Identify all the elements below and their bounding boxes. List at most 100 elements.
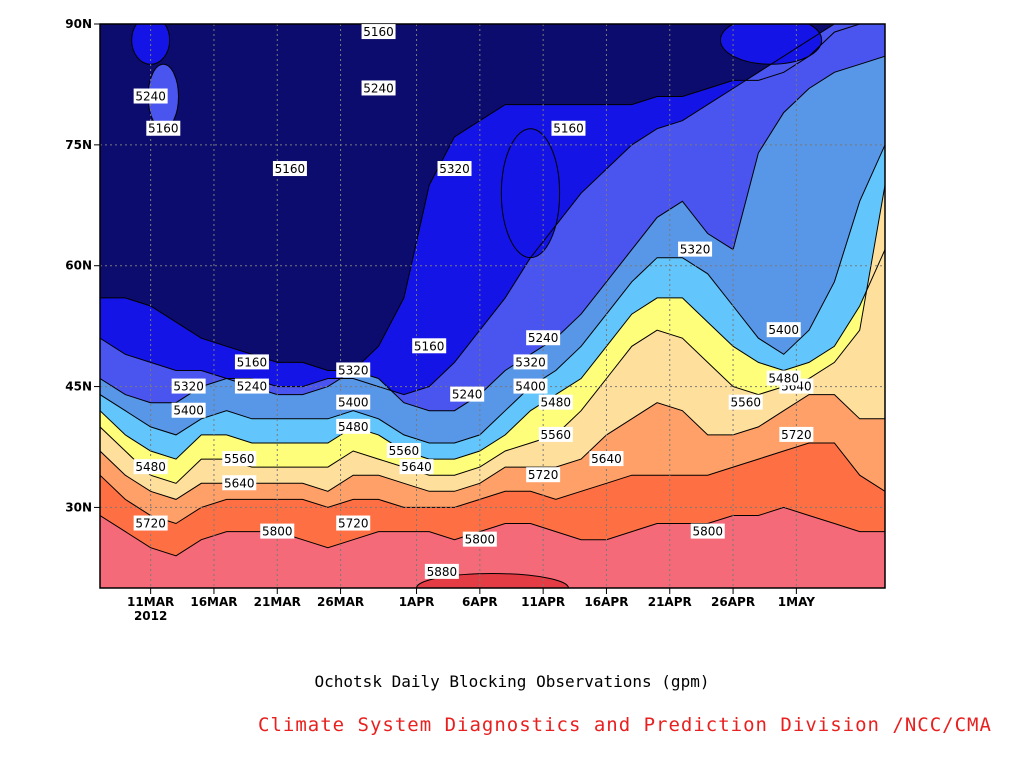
contour-label-text: 5160 — [363, 25, 394, 39]
contour-label-bg — [424, 563, 459, 579]
contour-label: 5560 — [538, 426, 573, 442]
contour-label: 5880 — [424, 563, 459, 579]
contour-label-text: 5480 — [541, 396, 572, 410]
contour-5320 — [100, 55, 885, 412]
x-tick-label: 26MAR — [317, 595, 364, 609]
contour-label-bg — [766, 322, 801, 338]
contour-label-text: 5320 — [680, 243, 711, 257]
contour-label-text: 5640 — [224, 476, 255, 490]
x-tick-label: 21APR — [648, 595, 692, 609]
contour-label: 5400 — [513, 378, 548, 394]
contour-label: 5640 — [589, 451, 624, 467]
contour-label: 5480 — [538, 394, 573, 410]
contour-label-text: 5560 — [541, 428, 572, 442]
patch-5160 — [719, 24, 823, 65]
contour-5240 — [100, 24, 885, 396]
contour-label-bg — [361, 24, 396, 40]
contour-label-bg — [336, 394, 371, 410]
contour-label-text: 5880 — [427, 565, 458, 579]
contour-label-bg — [450, 386, 485, 402]
contour-label: 5160 — [234, 354, 269, 370]
contour-5480 — [100, 249, 885, 460]
band-5800 — [100, 507, 885, 588]
contour-label: 5720 — [133, 515, 168, 531]
contour-label-text: 5640 — [401, 460, 432, 474]
contour-label: 5720 — [526, 467, 561, 483]
contour-label-text: 5320 — [173, 380, 204, 394]
contour-label: 5240 — [133, 88, 168, 104]
y-tick-label: 75N — [65, 138, 92, 152]
x-tick-label: 11MAR — [127, 595, 174, 609]
contour-label: 5320 — [513, 354, 548, 370]
contour-label-bg — [133, 88, 168, 104]
contour-5160 — [100, 24, 885, 371]
x-tick-year: 2012 — [134, 609, 167, 623]
contour-label: 5320 — [171, 378, 206, 394]
contour-label: 5160 — [272, 161, 307, 177]
contour-fills — [100, 24, 885, 588]
contour-label-bg — [222, 451, 257, 467]
contour-label: 5400 — [171, 402, 206, 418]
contour-label-text: 5160 — [237, 355, 268, 369]
contour-label-bg — [146, 120, 181, 136]
contour-label-text: 5560 — [389, 444, 420, 458]
x-tick-label: 1APR — [399, 595, 435, 609]
contour-label-bg — [336, 418, 371, 434]
contour-label-bg — [272, 161, 307, 177]
contour-label-bg — [513, 354, 548, 370]
x-tick-label: 11APR — [521, 595, 565, 609]
contour-label: 5800 — [462, 531, 497, 547]
contour-label-bg — [399, 459, 434, 475]
contour-label-bg — [462, 531, 497, 547]
contour-label-bg — [526, 330, 561, 346]
contour-label-text: 5320 — [439, 162, 470, 176]
contour-label-text: 5400 — [768, 323, 799, 337]
contour-label: 5400 — [336, 394, 371, 410]
contour-label-text: 5240 — [452, 388, 483, 402]
contour-label-text: 5160 — [414, 339, 445, 353]
contour-label: 5160 — [412, 338, 447, 354]
contour-label-text: 5400 — [338, 396, 369, 410]
contour-labels: 5240 5160 5160 5240 5160 5320 5160 5320 5400 5240… — [133, 24, 814, 579]
contour-label-bg — [589, 451, 624, 467]
contour-label-bg — [386, 443, 421, 459]
contour-label-text: 5240 — [237, 380, 268, 394]
contour-label: 5240 — [526, 330, 561, 346]
contour-label: 5240 — [361, 80, 396, 96]
contour-label-text: 5480 — [768, 372, 799, 386]
chart-title: Ochotsk Daily Blocking Observations (gpm… — [314, 672, 710, 691]
contour-label: 5480 — [133, 459, 168, 475]
x-tick-label: 21MAR — [254, 595, 301, 609]
contour-label-bg — [361, 80, 396, 96]
contour-label: 5720 — [779, 426, 814, 442]
contour-label-text: 5800 — [262, 525, 293, 539]
contour-label-text: 5800 — [692, 525, 723, 539]
contour-label: 5160 — [361, 24, 396, 40]
plot-frame — [99, 23, 886, 589]
contour-label-bg — [412, 338, 447, 354]
contour-label: 5240 — [234, 378, 269, 394]
contour-label-bg — [171, 378, 206, 394]
x-tick-label: 1MAY — [778, 595, 815, 609]
contour-label-text: 5480 — [135, 460, 166, 474]
contour-label-bg — [133, 459, 168, 475]
x-tick-label: 6APR — [462, 595, 498, 609]
contour-label-bg — [690, 523, 725, 539]
y-tick-label: 30N — [65, 500, 92, 514]
contour-label-text: 5800 — [465, 533, 496, 547]
contour-5400 — [100, 144, 885, 444]
contour-label-text: 5160 — [275, 162, 306, 176]
contour-label-bg — [260, 523, 295, 539]
contour-label: 5640 — [222, 475, 257, 491]
contour-label-bg — [513, 378, 548, 394]
x-tick-label: 16MAR — [190, 595, 237, 609]
contour-label: 5320 — [437, 161, 472, 177]
contour-label-bg — [678, 241, 713, 257]
contour-label-bg — [234, 354, 269, 370]
contour-label-text: 5640 — [591, 452, 622, 466]
contour-label-text: 5320 — [338, 363, 369, 377]
y-tick-label: 60N — [65, 259, 92, 273]
contour-label-bg — [234, 378, 269, 394]
contour-label-text: 5240 — [528, 331, 559, 345]
